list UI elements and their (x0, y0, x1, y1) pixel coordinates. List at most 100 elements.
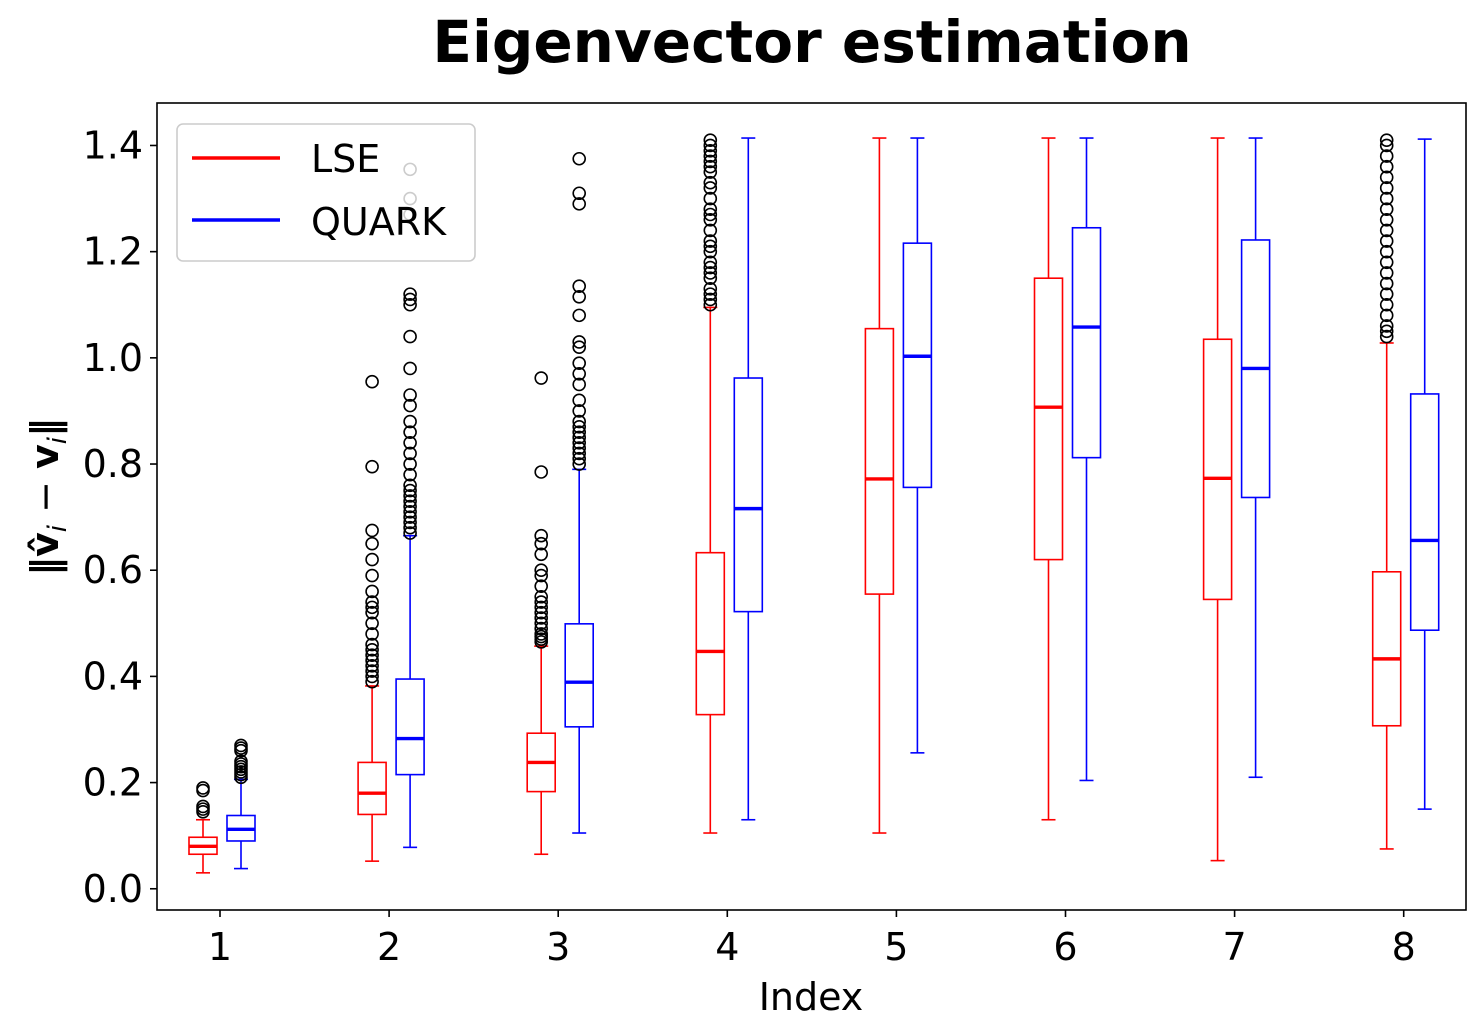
outlier-point (403, 398, 417, 413)
y-axis-label-bar-left: ‖ (23, 557, 68, 576)
x-tick-label: 6 (1053, 925, 1077, 969)
outlier-point (403, 483, 417, 498)
outlier-point (196, 802, 210, 816)
y-tick-label: 1.4 (83, 123, 143, 167)
box-iqr (1371, 571, 1402, 727)
outlier-point (365, 523, 379, 538)
outlier-point (403, 297, 417, 312)
box-quark-4 (733, 137, 764, 821)
outlier-point (703, 282, 718, 296)
box-iqr (1202, 338, 1233, 601)
outlier-point (703, 207, 718, 222)
outlier-point (365, 674, 379, 689)
outlier-point (1379, 181, 1394, 195)
outlier-point (403, 515, 417, 530)
plot-frame (156, 102, 1467, 911)
outlier-point (572, 425, 587, 439)
outlier-point (534, 563, 549, 578)
outlier-point (534, 600, 549, 615)
outlier-point (365, 459, 379, 474)
outlier-point (365, 616, 379, 631)
outlier-point (703, 181, 718, 195)
y-tick-label: 0.0 (83, 867, 143, 911)
y-axis-label: ‖v̂i − vi‖ (23, 418, 73, 576)
outlier-point (572, 441, 587, 455)
outlier-point (1379, 138, 1394, 153)
outlier-point (572, 414, 587, 429)
outlier-point (572, 420, 587, 434)
outlier-point (572, 289, 587, 304)
box-lse-4 (695, 133, 726, 834)
outlier-point (365, 605, 379, 620)
outlier-point (403, 292, 417, 307)
outlier-point (572, 308, 587, 323)
x-tick-label: 5 (884, 925, 908, 969)
outlier-point (403, 329, 417, 344)
svg-text:‖v̂i − vi‖: ‖v̂i − vi‖ (23, 418, 73, 576)
box-iqr (357, 761, 387, 816)
outlier-point (572, 457, 587, 471)
outlier-point (1379, 170, 1394, 185)
outlier-point (703, 191, 718, 206)
outlier-point (1379, 191, 1394, 206)
outlier-point (403, 388, 417, 402)
outlier-point (1379, 149, 1394, 163)
legend: LSE QUARK (176, 123, 476, 262)
box-lse-5 (864, 137, 895, 834)
outlier-point (703, 149, 718, 163)
outlier-point (703, 239, 718, 254)
outlier-point (703, 133, 718, 147)
box-quark-8 (1409, 138, 1440, 810)
outlier-point (703, 287, 718, 301)
y-axis-label-sub2: i (43, 436, 73, 444)
outlier-point (403, 467, 417, 482)
y-tick-label: 1.0 (83, 336, 143, 380)
outlier-point (365, 627, 379, 641)
outlier-point (403, 361, 417, 376)
outlier-point (572, 335, 587, 349)
outlier-point (1379, 276, 1394, 291)
outlier-point (572, 279, 587, 293)
outlier-point (703, 165, 718, 179)
outlier-point (572, 451, 587, 466)
outlier-point (703, 175, 718, 190)
outlier-point (365, 568, 379, 583)
outlier-point (572, 197, 587, 211)
outlier-point (572, 435, 587, 450)
outlier-point (703, 297, 718, 312)
outlier-point (365, 658, 379, 673)
outlier-point (534, 627, 549, 641)
x-tick-label: 4 (715, 925, 739, 969)
y-axis-label-minus: − (23, 469, 67, 525)
outlier-point (703, 292, 718, 307)
outlier-point (572, 393, 587, 408)
outlier-point (1379, 266, 1394, 280)
box-lse-2 (357, 374, 387, 862)
outlier-point (403, 435, 417, 450)
outlier-point (703, 223, 718, 238)
outlier-point (1379, 133, 1394, 147)
x-tick-label: 7 (1223, 925, 1247, 969)
outlier-point (572, 446, 587, 461)
plot-area (188, 133, 1440, 874)
outlier-point (534, 568, 549, 583)
outlier-point (1379, 319, 1394, 333)
outlier-point (365, 595, 379, 609)
box-quark-5 (902, 137, 933, 754)
outlier-point (572, 366, 587, 381)
outlier-point (403, 446, 417, 461)
outlier-point (572, 430, 587, 445)
outlier-point (196, 799, 210, 814)
outlier-point (1379, 255, 1394, 270)
outlier-point (365, 643, 379, 657)
outlier-point (534, 605, 549, 620)
outlier-point (534, 528, 549, 543)
outlier-point (403, 489, 417, 503)
outlier-point (1379, 308, 1394, 323)
outlier-point (703, 213, 718, 227)
y-axis-label-v: v (23, 444, 67, 469)
x-tick-label: 8 (1392, 925, 1416, 969)
x-tick-label: 3 (546, 925, 570, 969)
outlier-point (703, 244, 718, 259)
